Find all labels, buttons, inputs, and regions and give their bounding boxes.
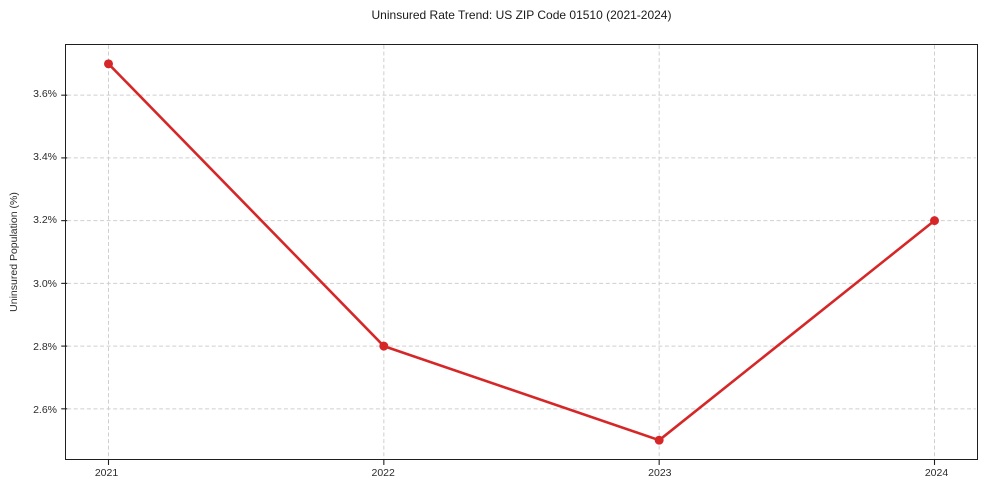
y-tick-label: 3.4%: [33, 151, 57, 164]
data-point-marker: [654, 435, 664, 445]
y-tick-label: 3.2%: [33, 214, 57, 227]
y-tick-label: 3.6%: [33, 88, 57, 101]
plot-area: [61, 44, 978, 465]
x-tick-label: 2021: [94, 467, 119, 479]
data-point-marker: [104, 59, 113, 69]
x-tick-label: 2023: [648, 467, 672, 479]
x-tick-label: 2024: [924, 467, 949, 479]
y-axis-label: Uninsured Population (%): [8, 192, 20, 312]
data-point-marker: [379, 341, 389, 351]
chart-title: Uninsured Rate Trend: US ZIP Code 01510 …: [371, 8, 672, 22]
y-tick-label: 2.8%: [33, 340, 57, 353]
trend-line: [107, 62, 936, 442]
data-point-marker: [930, 216, 939, 226]
y-tick-label: 3.0%: [33, 277, 57, 290]
x-tick-label: 2022: [371, 467, 395, 479]
y-tick-label: 2.6%: [33, 403, 57, 416]
line-chart-canvas: [61, 45, 976, 465]
